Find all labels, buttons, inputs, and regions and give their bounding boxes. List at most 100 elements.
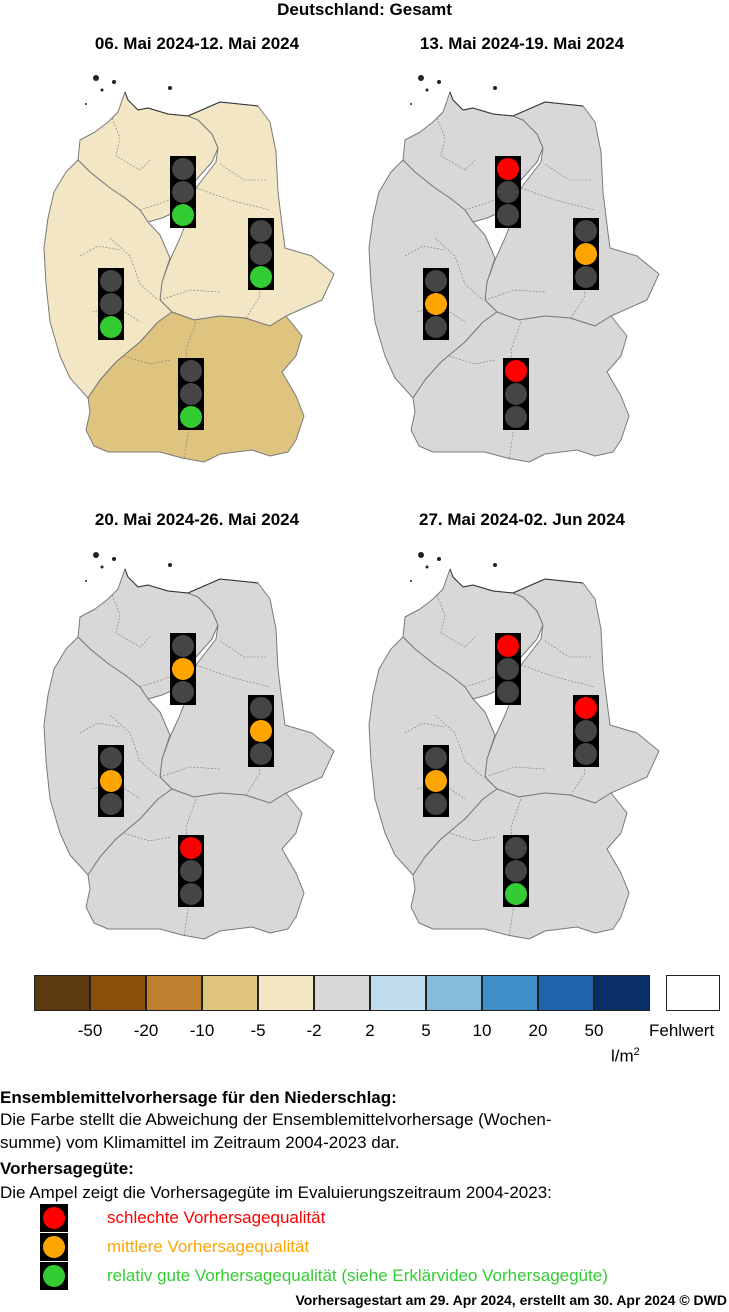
quality-swatch: [40, 1204, 68, 1232]
state-border: [544, 163, 591, 181]
legend-tick-label: 50: [584, 1021, 604, 1040]
quality-heading: Vorhersagegüte:: [0, 1159, 134, 1178]
island: [100, 565, 104, 569]
state-border: [404, 722, 446, 734]
state-border: [544, 640, 591, 658]
state-border: [183, 321, 197, 461]
quality-description: Die Ampel zeigt die Vorhersagegüte im Ev…: [0, 1183, 552, 1202]
state-border: [79, 722, 121, 734]
traffic-light-lamp: [497, 658, 519, 680]
legend-tick-label: -2: [306, 1021, 322, 1040]
traffic-light-lamp: [250, 220, 272, 242]
island: [112, 80, 116, 84]
island: [100, 88, 104, 92]
quality-swatch: [40, 1262, 68, 1290]
legend-tick-label: -20: [133, 1021, 159, 1040]
traffic-light-lamp: [505, 860, 527, 882]
description-line-1: Die Farbe stellt die Abweichung der Ense…: [0, 1110, 552, 1129]
traffic-light-lamp: [180, 883, 202, 905]
state-border: [111, 594, 151, 648]
coastline: [124, 91, 259, 117]
traffic-light-lamp: [425, 316, 447, 338]
state-border: [159, 289, 221, 301]
quality-label: schlechte Vorhersagequalität: [107, 1208, 326, 1227]
traffic-light-south: [503, 358, 529, 430]
legend-color-box: [538, 975, 594, 1011]
traffic-light-lamp: [250, 266, 272, 288]
traffic-light-lamp: [425, 747, 447, 769]
legend-color-box: [34, 975, 90, 1011]
legend-color-box: [370, 975, 426, 1011]
island: [418, 75, 424, 81]
traffic-light-lamp: [180, 837, 202, 859]
traffic-light-lamp: [172, 658, 194, 680]
traffic-light-north: [170, 156, 196, 228]
traffic-light-lamp: [505, 360, 527, 382]
island: [410, 103, 412, 105]
description-heading: Ensemblemittelvorhersage für den Nieders…: [0, 1088, 397, 1107]
legend-color-box: [258, 975, 314, 1011]
state-border: [404, 245, 446, 257]
traffic-light-north: [495, 156, 521, 228]
legend-tick-label: 10: [472, 1021, 492, 1040]
state-border: [484, 766, 546, 778]
traffic-light-west: [98, 268, 124, 340]
page-title: Deutschland: Gesamt: [277, 0, 452, 19]
legend-unit: l/m2: [611, 1046, 640, 1066]
legend-color-box: [314, 975, 370, 1011]
island: [493, 86, 497, 90]
traffic-light-lamp: [100, 293, 122, 315]
quality-dot-icon: [42, 1264, 66, 1288]
legend-color-box: [482, 975, 538, 1011]
traffic-light-lamp: [172, 181, 194, 203]
legend-color-box: [202, 975, 258, 1011]
traffic-light-lamp: [250, 697, 272, 719]
traffic-light-lamp: [575, 720, 597, 742]
map-title-2: 13. Mai 2024-19. Mai 2024: [419, 34, 625, 53]
traffic-light-lamp: [250, 720, 272, 742]
traffic-light-east: [248, 695, 274, 767]
traffic-light-lamp: [497, 635, 519, 657]
traffic-light-lamp: [172, 204, 194, 226]
island: [425, 88, 429, 92]
quality-dot-icon: [42, 1235, 66, 1259]
traffic-light-west: [98, 745, 124, 817]
state-border: [219, 163, 266, 181]
island: [425, 565, 429, 569]
map-title-1: 06. Mai 2024-12. Mai 2024: [94, 34, 300, 53]
island: [168, 563, 172, 567]
traffic-light-east: [573, 695, 599, 767]
traffic-light-lamp: [100, 747, 122, 769]
state-border: [484, 289, 546, 301]
traffic-light-lamp: [172, 158, 194, 180]
legend-tick-label: 2: [365, 1021, 375, 1040]
quality-dot-icon: [42, 1206, 66, 1230]
traffic-light-lamp: [172, 635, 194, 657]
state-border: [520, 187, 596, 211]
state-border: [183, 798, 197, 938]
island: [168, 86, 172, 90]
legend-tick-label: -10: [189, 1021, 215, 1040]
traffic-light-lamp: [497, 681, 519, 703]
traffic-light-south: [178, 358, 204, 430]
traffic-light-south: [503, 835, 529, 907]
traffic-light-lamp: [575, 697, 597, 719]
traffic-light-south: [178, 835, 204, 907]
traffic-light-lamp: [497, 204, 519, 226]
legend-missing-box: [666, 975, 720, 1011]
traffic-light-lamp: [250, 743, 272, 765]
traffic-light-west: [423, 268, 449, 340]
state-border: [219, 640, 266, 658]
traffic-light-lamp: [575, 243, 597, 265]
island: [418, 552, 424, 558]
state-border: [436, 594, 476, 648]
quality-label: mittlere Vorhersagequalität: [107, 1237, 310, 1256]
traffic-light-lamp: [100, 793, 122, 815]
island: [85, 580, 87, 582]
map-week-2: [345, 60, 675, 490]
map-week-3: [20, 537, 350, 967]
state-border: [520, 664, 596, 688]
traffic-light-lamp: [425, 270, 447, 292]
traffic-light-east: [573, 218, 599, 290]
legend-tick-label: 20: [528, 1021, 548, 1040]
